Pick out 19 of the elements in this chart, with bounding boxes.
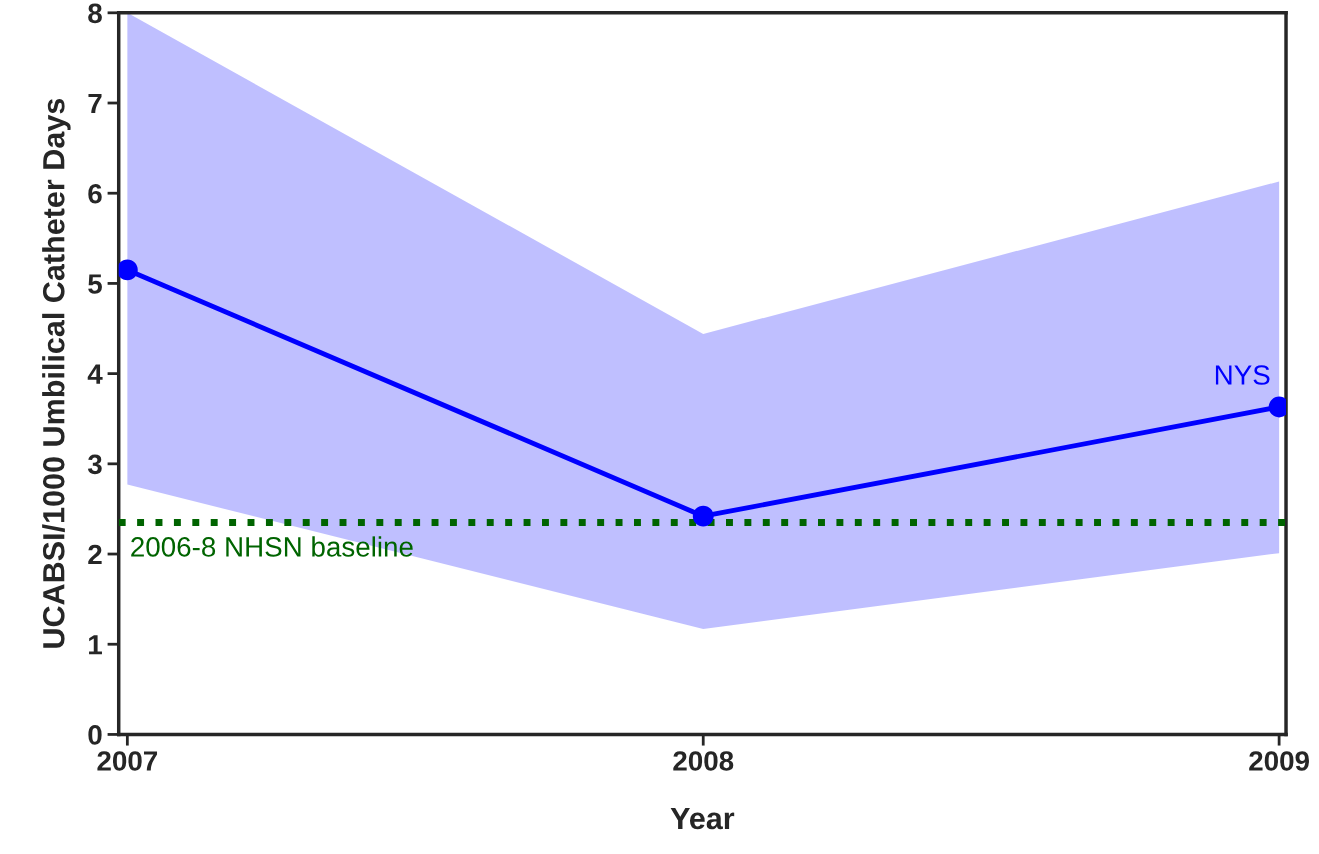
x-tick-label: 2007 (97, 751, 158, 771)
x-tick-label: 2009 (1249, 751, 1309, 771)
y-tick-label: 0 (88, 725, 102, 745)
y-tick-label: 6 (88, 183, 102, 204)
y-tick-label: 8 (88, 3, 102, 24)
point (1268, 396, 1287, 418)
series-label: NYS (1215, 365, 1270, 385)
point (118, 259, 138, 281)
y-tick-label: 2 (88, 544, 102, 565)
point (692, 505, 714, 527)
y-tick-label: 4 (87, 364, 103, 384)
y-tick-label: 3 (87, 454, 102, 475)
y-axis-title: UCABSI/1000 Umbilical Catheter Days (42, 98, 71, 648)
y-tick-label: 5 (88, 274, 102, 294)
y-tick-label: 7 (88, 93, 102, 114)
x-axis-title: Year (670, 807, 735, 830)
x-tick-label: 2008 (673, 751, 734, 771)
y-tick-label: 1 (89, 635, 102, 655)
ref-line-label: 2006-8 NHSN baseline (131, 536, 413, 557)
